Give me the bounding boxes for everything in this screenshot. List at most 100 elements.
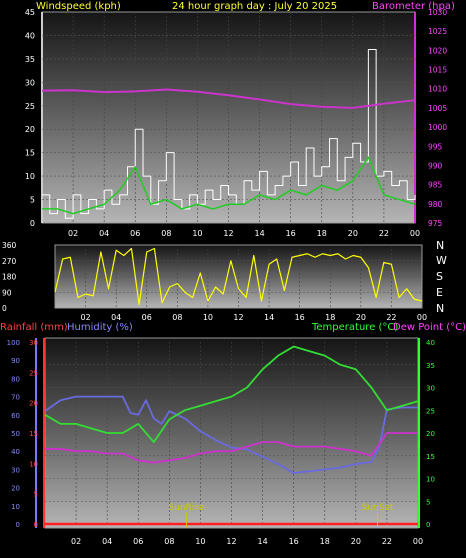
dir-x-tick: 18 — [325, 313, 335, 322]
hum-y-tick: 70 — [11, 394, 20, 402]
dir-y-tick: 90 — [2, 288, 12, 297]
hum-y-tick: 30 — [11, 466, 20, 474]
temperature-line — [44, 345, 419, 443]
wind-y-tick: 45 — [25, 8, 35, 17]
hum-y-tick: 100 — [7, 339, 20, 347]
temp-y-tick: 20 — [426, 430, 435, 438]
wind-x-tick: 18 — [317, 229, 327, 238]
temp-x-tick: 18 — [320, 537, 330, 546]
wind-y-tick: 20 — [25, 125, 35, 134]
hum-y-tick: 60 — [11, 412, 20, 420]
windspeed-line — [42, 49, 416, 219]
dir-x-tick: 22 — [386, 313, 396, 322]
temp-y-tick: 15 — [426, 453, 435, 461]
wind-y-tick: 15 — [25, 149, 35, 158]
temp-y-tick: 40 — [426, 339, 435, 347]
temp-axis-title: Temperature (°C) — [311, 322, 398, 333]
hum-y-tick: 0 — [16, 521, 20, 529]
chart-title: 24 hour graph day : July 20 2025 — [172, 1, 337, 12]
baro-y-tick: 980 — [428, 200, 443, 209]
wind-y-tick: 5 — [30, 196, 35, 205]
rain-y-tick: 5 — [34, 491, 38, 499]
wind-y-tick: 25 — [25, 102, 35, 111]
dir-x-tick: 06 — [142, 313, 152, 322]
hum-y-tick: 10 — [11, 503, 20, 511]
baro-y-tick: 1025 — [428, 27, 447, 36]
dir-y-tick: 360 — [2, 241, 17, 250]
dir-x-tick: 04 — [111, 313, 121, 322]
baro-y-tick: 1000 — [428, 123, 447, 132]
rain-y-tick: 20 — [29, 400, 38, 408]
temp-y-tick: 25 — [426, 407, 435, 415]
temp-y-tick: 0 — [426, 521, 430, 529]
hum-y-tick: 50 — [11, 430, 20, 438]
compass-e: E — [436, 286, 443, 299]
wind-y-tick: 30 — [25, 78, 35, 87]
wind-x-tick: 20 — [348, 229, 358, 238]
sunrise-label: SunRise — [168, 503, 205, 513]
baro-axis-title: Barometer (hpa) — [372, 1, 455, 12]
wind-x-tick: 12 — [223, 229, 233, 238]
temp-y-tick: 35 — [426, 362, 435, 370]
wind-baro-chart: 0510152025303540459759809859909951000100… — [25, 8, 448, 238]
dir-x-tick: 10 — [203, 313, 213, 322]
dewpoint-line — [45, 432, 418, 464]
compass-n-bottom: N — [436, 302, 444, 315]
temp-x-tick: 08 — [164, 537, 174, 546]
baro-y-tick: 1005 — [428, 104, 447, 113]
dir-x-tick: 08 — [172, 313, 182, 322]
rain-y-tick: 0 — [34, 521, 38, 529]
dir-y-tick: 270 — [2, 257, 17, 266]
temp-x-tick: 00 — [413, 537, 423, 546]
rain-axis-title: Rainfall (mm) — [0, 322, 68, 333]
wind-x-tick: 00 — [410, 229, 420, 238]
wind-average-line — [42, 156, 416, 215]
wind-x-tick: 08 — [161, 229, 171, 238]
rain-y-tick: 15 — [29, 430, 38, 438]
baro-y-tick: 985 — [428, 181, 443, 190]
temp-x-tick: 04 — [102, 537, 112, 546]
wind-x-tick: 22 — [379, 229, 389, 238]
wind-axis-title: Windspeed (kph) — [36, 1, 121, 12]
temp-y-tick: 5 — [426, 498, 430, 506]
temp-x-tick: 10 — [195, 537, 205, 546]
barometer-line — [41, 88, 416, 109]
hum-y-tick: 80 — [11, 375, 20, 383]
wind-x-tick: 16 — [286, 229, 296, 238]
hum-y-tick: 20 — [11, 485, 20, 493]
compass-s: S — [436, 270, 443, 283]
dir-y-tick: 180 — [2, 273, 17, 282]
baro-y-tick: 1010 — [428, 85, 447, 94]
wind-x-tick: 02 — [68, 229, 78, 238]
wind-x-tick: 04 — [99, 229, 109, 238]
wind-y-tick: 40 — [25, 31, 35, 40]
temp-x-tick: 20 — [351, 537, 361, 546]
temp-x-tick: 22 — [382, 537, 392, 546]
humidity-axis-title: Humidity (%) — [67, 322, 133, 333]
temp-x-tick: 14 — [257, 537, 267, 546]
humidity-line — [44, 395, 418, 474]
dew-axis-title: Dew Point (°C) — [393, 322, 466, 333]
temp-y-tick: 10 — [426, 476, 435, 484]
hum-y-tick: 90 — [11, 357, 20, 365]
wind-y-tick: 10 — [25, 172, 35, 181]
baro-y-tick: 995 — [428, 142, 443, 151]
baro-y-tick: 1030 — [428, 8, 447, 17]
temp-humidity-chart: 0 10 20 30 40 50 60 70 80 90 100 0 5 10 15 20 25 30 0 5 10 15… — [7, 339, 435, 546]
baro-y-tick: 1015 — [428, 66, 447, 75]
dir-x-tick: 20 — [356, 313, 366, 322]
dir-x-tick: 00 — [417, 313, 427, 322]
dir-x-tick: 14 — [264, 313, 274, 322]
rain-y-tick: 30 — [29, 339, 38, 347]
dir-x-tick: 02 — [80, 313, 90, 322]
temp-y-tick: 30 — [426, 385, 435, 393]
rain-y-tick: 25 — [29, 369, 38, 377]
baro-y-tick: 1020 — [428, 46, 447, 55]
dir-x-tick: 12 — [233, 313, 243, 322]
baro-y-tick: 975 — [428, 219, 443, 228]
temp-x-tick: 16 — [289, 537, 299, 546]
compass-w: W — [436, 254, 447, 267]
temp-x-tick: 12 — [226, 537, 236, 546]
wind-direction-chart: 0 90 180 270 360 02 04 06 08 10 12 14 16 18 20 22 00 — [2, 241, 427, 322]
